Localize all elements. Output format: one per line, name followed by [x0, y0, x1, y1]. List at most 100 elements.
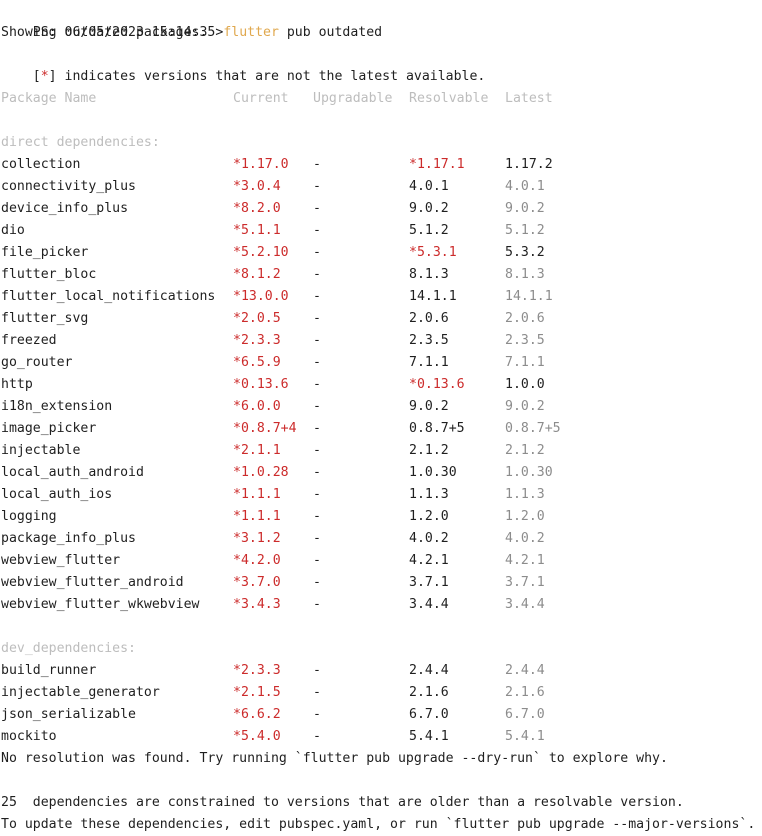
table-row: local_auth_android *1.0.28 - 1.0.30 1.0.30	[0, 462, 762, 484]
section-direct-dependencies: direct dependencies:	[1, 135, 160, 150]
package-name: collection	[1, 157, 81, 172]
package-name: freezed	[1, 333, 57, 348]
header-resolvable: Resolvable	[409, 91, 489, 106]
current-version: *4.2.0	[233, 553, 281, 568]
section-dev-dependencies: dev_dependencies:	[1, 641, 136, 656]
current-version: *2.1.1	[233, 443, 281, 458]
upgradable-version: -	[313, 333, 321, 348]
upgradable-version: -	[313, 707, 321, 722]
table-row: flutter_bloc *8.1.2 - 8.1.3 8.1.3	[0, 264, 762, 286]
resolvable-version: 2.1.2	[409, 443, 449, 458]
resolvable-version: 9.0.2	[409, 399, 449, 414]
resolvable-version: 0.8.7+5	[409, 421, 465, 436]
current-version: *2.0.5	[233, 311, 281, 326]
table-row: connectivity_plus *3.0.4 - 4.0.1 4.0.1	[0, 176, 762, 198]
current-version: *2.3.3	[233, 333, 281, 348]
table-row: build_runner *2.3.3 - 2.4.4 2.4.4	[0, 660, 762, 682]
table-row: http *0.13.6 - *0.13.6 1.0.0	[0, 374, 762, 396]
latest-version: 2.0.6	[505, 311, 545, 326]
current-version: *13.0.0	[233, 289, 289, 304]
package-name: local_auth_ios	[1, 487, 113, 502]
upgradable-version: -	[313, 421, 321, 436]
table-row: webview_flutter_wkwebview *3.4.3 - 3.4.4 3.4…	[0, 594, 762, 616]
table-row: local_auth_ios *1.1.1 - 1.1.3 1.1.3	[0, 484, 762, 506]
package-name: build_runner	[1, 663, 97, 678]
latest-version: 1.2.0	[505, 509, 545, 524]
table-row: device_info_plus *8.2.0 - 9.0.2 9.0.2	[0, 198, 762, 220]
table-row: webview_flutter_android *3.7.0 - 3.7.1 3.7.1	[0, 572, 762, 594]
latest-version: 6.7.0	[505, 707, 545, 722]
legend-text: ] indicates versions that are not the la…	[48, 69, 486, 84]
upgradable-version: -	[313, 531, 321, 546]
resolvable-version: *5.3.1	[409, 245, 457, 260]
latest-version: 2.3.5	[505, 333, 545, 348]
package-name: local_auth_android	[1, 465, 144, 480]
table-header: Package Name Current Upgradable Resolvab…	[0, 88, 762, 110]
package-name: injectable	[1, 443, 81, 458]
current-version: *2.3.3	[233, 663, 281, 678]
upgradable-version: -	[313, 465, 321, 480]
table-row: package_info_plus *3.1.2 - 4.0.2 4.0.2	[0, 528, 762, 550]
resolvable-version: 4.0.2	[409, 531, 449, 546]
latest-version: 2.1.2	[505, 443, 545, 458]
latest-version: 1.17.2	[505, 157, 553, 172]
latest-version: 2.1.6	[505, 685, 545, 700]
current-version: *8.2.0	[233, 201, 281, 216]
latest-version: 0.8.7+5	[505, 421, 561, 436]
current-version: *3.7.0	[233, 575, 281, 590]
current-version: *5.1.1	[233, 223, 281, 238]
table-row: freezed *2.3.3 - 2.3.5 2.3.5	[0, 330, 762, 352]
constrained-message: 25 dependencies are constrained to versi…	[1, 795, 684, 810]
current-version: *0.8.7+4	[233, 421, 297, 436]
package-name: dio	[1, 223, 25, 238]
resolvable-version: 9.0.2	[409, 201, 449, 216]
package-name: http	[1, 377, 33, 392]
upgradable-version: -	[313, 377, 321, 392]
current-version: *6.5.9	[233, 355, 281, 370]
table-row: mockito *5.4.0 - 5.4.1 5.4.1	[0, 726, 762, 748]
latest-version: 3.4.4	[505, 597, 545, 612]
header-latest: Latest	[505, 91, 553, 106]
resolvable-version: 4.0.1	[409, 179, 449, 194]
latest-version: 9.0.2	[505, 201, 545, 216]
current-version: *1.0.28	[233, 465, 289, 480]
package-name: file_picker	[1, 245, 89, 260]
resolvable-version: 6.7.0	[409, 707, 449, 722]
table-row: webview_flutter *4.2.0 - 4.2.1 4.2.1	[0, 550, 762, 572]
command-name: flutter	[223, 25, 279, 40]
table-row: i18n_extension *6.0.0 - 9.0.2 9.0.2	[0, 396, 762, 418]
resolvable-version: 3.7.1	[409, 575, 449, 590]
upgradable-version: -	[313, 201, 321, 216]
resolvable-version: 2.4.4	[409, 663, 449, 678]
upgradable-version: -	[313, 575, 321, 590]
upgradable-version: -	[313, 355, 321, 370]
upgradable-version: -	[313, 179, 321, 194]
table-row: dio *5.1.1 - 5.1.2 5.1.2	[0, 220, 762, 242]
upgradable-version: -	[313, 487, 321, 502]
legend-star: *	[40, 69, 49, 84]
latest-version: 5.1.2	[505, 223, 545, 238]
current-version: *3.4.3	[233, 597, 281, 612]
table-row: flutter_local_notifications *13.0.0 - 14.1.…	[0, 286, 762, 308]
upgradable-version: -	[313, 311, 321, 326]
package-name: webview_flutter_android	[1, 575, 184, 590]
current-version: *6.6.2	[233, 707, 281, 722]
upgradable-version: -	[313, 597, 321, 612]
package-name: package_info_plus	[1, 531, 136, 546]
resolvable-version: 14.1.1	[409, 289, 457, 304]
resolvable-version: 2.3.5	[409, 333, 449, 348]
resolvable-version: 5.4.1	[409, 729, 449, 744]
resolvable-version: 1.1.3	[409, 487, 449, 502]
upgradable-version: -	[313, 685, 321, 700]
latest-version: 8.1.3	[505, 267, 545, 282]
resolvable-version: 1.2.0	[409, 509, 449, 524]
header-package-name: Package Name	[1, 91, 97, 106]
current-version: *1.1.1	[233, 487, 281, 502]
resolvable-version: *0.13.6	[409, 377, 465, 392]
legend-bracket-open: [	[32, 69, 41, 84]
upgradable-version: -	[313, 553, 321, 568]
current-version: *2.1.5	[233, 685, 281, 700]
prompt-line: PS: 06/05/2023 15:14:35>flutter pub outd…	[1, 0, 382, 40]
latest-version: 4.0.1	[505, 179, 545, 194]
